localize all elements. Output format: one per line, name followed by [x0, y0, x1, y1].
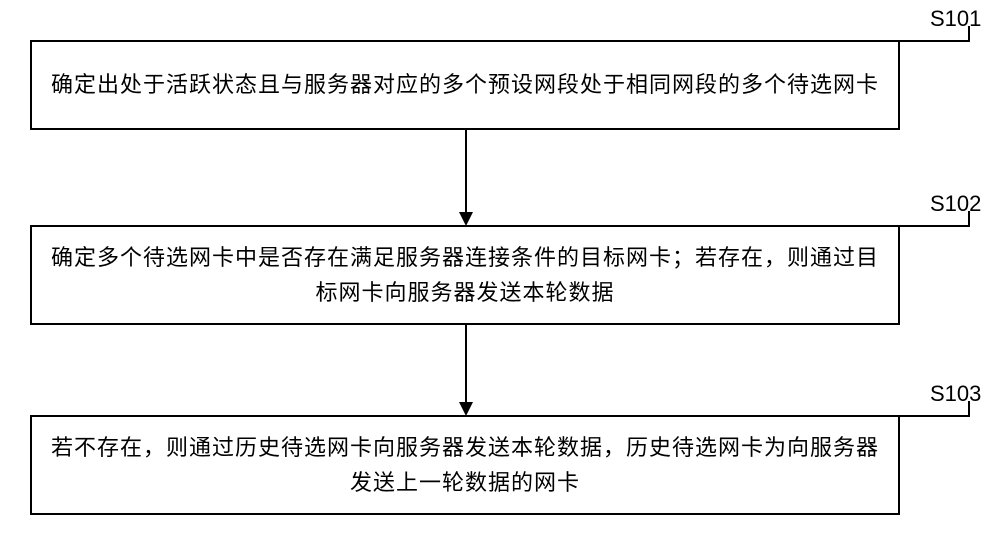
step-text: 确定多个待选网卡中是否存在满足服务器连接条件的目标网卡；若存在，则通过目标网卡向… [48, 240, 882, 310]
flowchart-step-s102: 确定多个待选网卡中是否存在满足服务器连接条件的目标网卡；若存在，则通过目标网卡向… [30, 225, 900, 325]
label-connector-line [900, 225, 970, 227]
arrow-line [465, 130, 467, 212]
arrow-head-icon [459, 402, 473, 416]
flowchart-step-s101: 确定出处于活跃状态且与服务器对应的多个预设网段处于相同网段的多个待选网卡 [30, 40, 900, 130]
arrow-head-icon [459, 212, 473, 226]
label-connector-line [900, 40, 970, 42]
flowchart-step-s103: 若不存在，则通过历史待选网卡向服务器发送本轮数据，历史待选网卡为向服务器发送上一… [30, 415, 900, 515]
step-label-s101: S101 [930, 6, 981, 32]
arrow-line [465, 325, 467, 402]
step-label-s103: S103 [930, 381, 981, 407]
label-connector-line [900, 415, 970, 417]
step-text: 确定出处于活跃状态且与服务器对应的多个预设网段处于相同网段的多个待选网卡 [51, 67, 879, 102]
step-text: 若不存在，则通过历史待选网卡向服务器发送本轮数据，历史待选网卡为向服务器发送上一… [48, 430, 882, 500]
step-label-s102: S102 [930, 191, 981, 217]
